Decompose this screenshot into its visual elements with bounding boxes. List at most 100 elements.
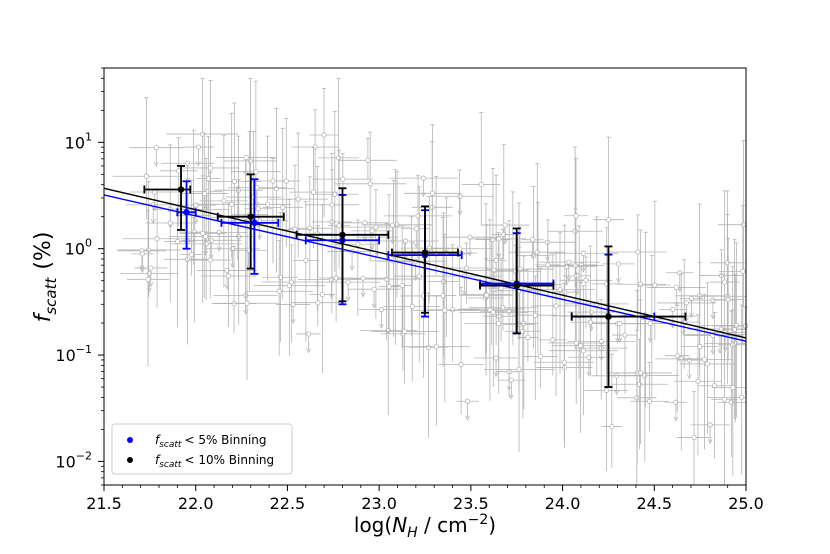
background-marker [280,204,286,210]
background-marker [420,175,427,181]
background-marker [580,348,586,354]
background-arrow [403,255,408,261]
background-marker [617,320,623,327]
background-marker [254,185,260,191]
background-marker [557,287,563,293]
background-marker [491,267,497,273]
background-marker [200,230,206,236]
background-arrow [257,235,262,241]
background-marker [329,202,335,208]
background-point [718,140,747,308]
background-marker [721,396,728,402]
background-marker [606,217,612,223]
background-point [497,377,526,400]
background-arrow [306,348,311,354]
y-tick-exp: −1 [76,343,92,356]
background-point [630,362,669,432]
y-tick-label: 10−2 [55,449,92,471]
background-marker [463,265,470,271]
background-point [513,275,557,400]
background-marker [340,176,346,182]
background-point [127,209,170,367]
background-marker [588,309,594,315]
background-marker [502,222,508,228]
background-marker [336,223,342,229]
background-point [134,265,168,288]
background-point [608,214,667,331]
background-marker [478,181,484,188]
y-tick-base: 10 [55,346,75,365]
background-marker [578,343,584,349]
background-point [336,275,389,298]
background-point [673,314,722,456]
background-point [261,244,322,343]
background-marker [303,257,309,263]
background-point [473,355,519,378]
background-arrow [371,303,377,309]
background-point [690,297,736,320]
background-point [188,172,232,299]
x-tick-label: 21.5 [86,494,122,513]
background-point [358,307,404,330]
background-point [262,212,299,342]
background-point [339,138,397,180]
background-marker [345,279,351,285]
background-marker [143,173,150,179]
legend-label-blue: fscatt < 5% Binning [155,433,267,450]
background-point [335,219,381,316]
background-marker [433,344,439,350]
background-marker [243,154,249,161]
background-marker [724,260,730,266]
background-marker [553,303,559,309]
background-marker [574,273,580,279]
background-marker [508,377,514,383]
background-point [534,283,595,442]
background-marker [544,239,551,245]
legend-marker-blue [127,437,133,443]
background-marker [295,196,301,202]
background-marker [244,300,250,306]
background-point [462,112,501,225]
background-marker [637,281,644,287]
background-marker [362,220,368,226]
background-point [122,188,192,308]
background-point [698,312,731,459]
background-point [679,282,736,434]
background-point [570,245,610,375]
background-marker [506,309,512,315]
background-arrow [673,416,679,422]
background-arrow [617,337,623,343]
background-point [612,314,638,394]
background-point [438,286,484,415]
background-marker [315,300,321,306]
x-tick-label: 22.5 [270,494,306,513]
background-arrow [204,205,210,212]
background-marker [701,357,708,363]
background-point [679,296,704,319]
background-point [426,244,480,362]
background-arrow [243,171,249,177]
background-marker [389,222,396,228]
background-point [112,97,181,220]
background-marker [305,331,312,337]
binned-marker [247,213,254,220]
background-marker [647,320,653,327]
background-marker [247,158,254,164]
background-point [530,251,582,397]
background-point [690,422,730,445]
background-arrow [153,161,159,168]
background-point [403,295,470,426]
background-marker [622,332,628,338]
background-arrow [349,265,355,271]
background-marker [332,191,338,197]
background-marker [402,238,409,244]
background-marker [310,189,317,195]
background-arrow [545,256,550,262]
background-marker [203,241,209,247]
x-title-open: ( [384,513,392,537]
background-point [712,237,745,362]
background-marker [429,190,436,196]
background-point [293,201,319,343]
background-point [464,232,534,371]
